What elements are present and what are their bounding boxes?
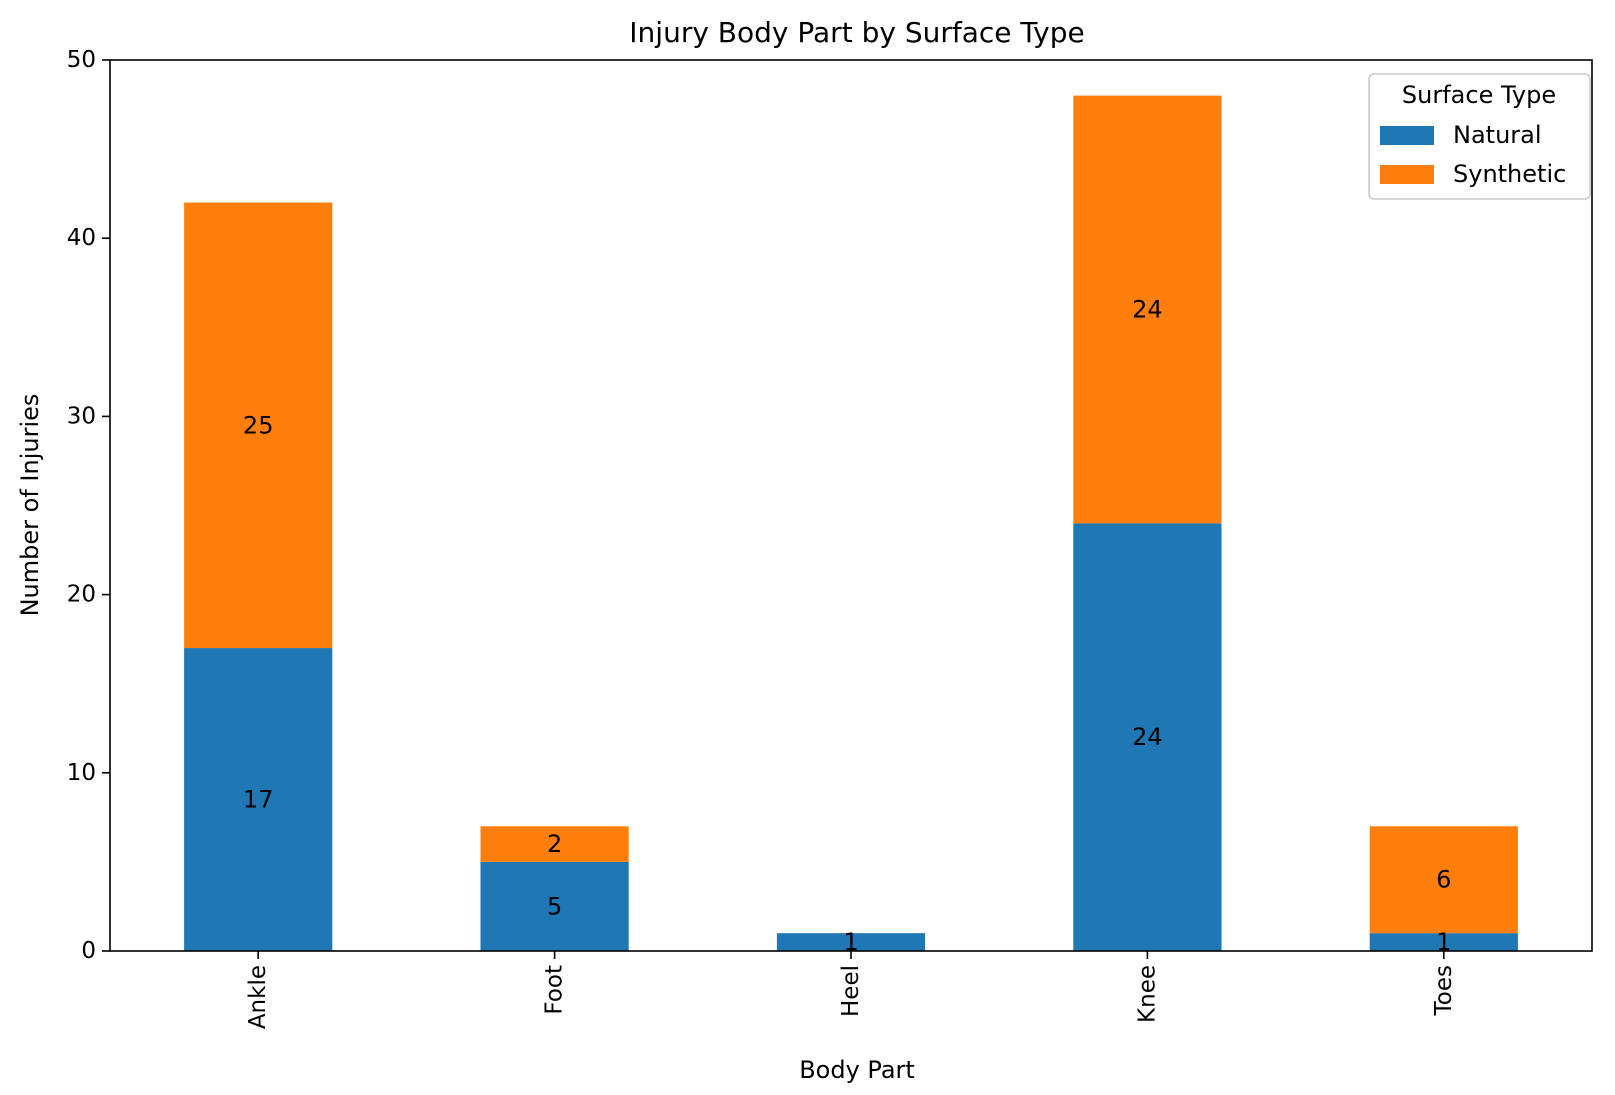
bar-synthetic-foot (480, 826, 629, 862)
data-label-synthetic-toes: 6 (1436, 866, 1451, 894)
y-tick-label: 0 (81, 938, 96, 964)
data-label-natural-toes: 1 (1436, 928, 1451, 956)
bar-synthetic-knee (1073, 95, 1222, 524)
x-tick-label-heel: Heel (838, 965, 864, 1017)
legend: Surface Type Natural Synthetic (1368, 73, 1591, 200)
data-label-natural-foot: 5 (547, 892, 562, 920)
legend-swatch-synthetic (1380, 165, 1434, 184)
y-tick-label: 20 (67, 582, 96, 608)
y-tick-label: 10 (67, 760, 96, 786)
data-label-natural-ankle: 17 (243, 786, 274, 814)
bar-natural-heel (776, 933, 926, 951)
x-axis-label: Body Part (799, 1056, 915, 1084)
bar-group (184, 95, 1518, 951)
data-label-natural-knee: 24 (1132, 723, 1163, 751)
legend-title: Surface Type (1402, 81, 1556, 109)
legend-label-natural: Natural (1453, 121, 1542, 149)
data-label-synthetic-knee: 24 (1132, 295, 1163, 323)
y-axis-label: Number of Injuries (16, 394, 44, 617)
data-label-natural-heel: 1 (843, 928, 858, 956)
x-tick-label-ankle: Ankle (245, 965, 271, 1029)
y-tick-label: 40 (67, 225, 96, 251)
x-tick-label-toes: Toes (1431, 965, 1457, 1016)
bar-label-group: 17 5 1 24 1 25 2 24 6 (243, 295, 1452, 956)
y-axis: 0 10 20 30 40 50 (67, 47, 110, 964)
data-label-synthetic-ankle: 25 (243, 411, 274, 439)
bar-synthetic-ankle (184, 202, 333, 649)
legend-label-synthetic: Synthetic (1453, 160, 1566, 188)
chart-title: Injury Body Part by Surface Type (629, 16, 1084, 49)
y-tick-label: 50 (67, 47, 96, 73)
legend-swatch-natural (1380, 126, 1434, 145)
x-tick-label-foot: Foot (542, 965, 568, 1015)
y-tick-label: 30 (67, 403, 96, 429)
bar-natural-foot (480, 861, 629, 951)
x-axis: Ankle Foot Heel Knee Toes (245, 951, 1457, 1029)
bar-natural-ankle (184, 648, 333, 951)
x-tick-label-knee: Knee (1134, 965, 1160, 1023)
data-label-synthetic-foot: 2 (547, 830, 562, 858)
bar-natural-toes (1369, 933, 1518, 951)
bar-natural-knee (1073, 523, 1222, 951)
bar-synthetic-toes (1369, 826, 1518, 934)
